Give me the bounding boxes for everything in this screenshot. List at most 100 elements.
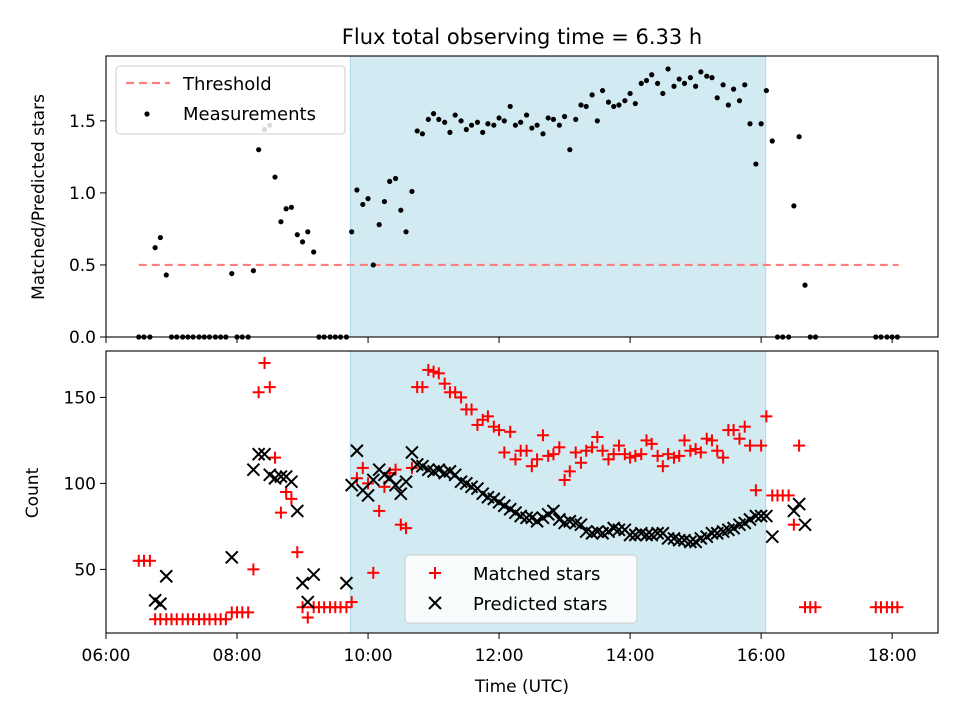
predicted-point: [344, 478, 359, 492]
matched-point: [143, 554, 156, 567]
measurement-point: [567, 147, 573, 153]
measurement-point: [616, 102, 622, 108]
matched-point: [574, 456, 587, 469]
measurement-point: [398, 207, 404, 213]
matched-point: [471, 418, 484, 431]
predicted-point: [399, 474, 413, 489]
predicted-point: [350, 444, 364, 458]
matched-point: [525, 460, 538, 473]
bottom-xtick-label: 16:00: [737, 646, 786, 666]
matched-point: [891, 601, 904, 614]
matched-point: [602, 453, 615, 466]
measurement-point: [796, 134, 802, 140]
measurement-point: [545, 115, 551, 121]
measurement-point: [474, 119, 481, 125]
matched-point: [520, 444, 533, 457]
matched-point: [356, 461, 369, 474]
measurement-point: [758, 121, 764, 127]
measurement-point: [299, 239, 306, 245]
bottom-legend: Matched stars Predicted stars: [404, 554, 638, 624]
measurement-point: [681, 80, 688, 86]
bottom-xtick-label: 08:00: [213, 646, 262, 666]
bottom-xtick-label: 14:00: [606, 646, 655, 666]
measurement-point: [649, 72, 655, 78]
measurement-point: [714, 95, 720, 101]
bottom-axis-ticks: 50 100 150 06:00 08:00 10:00 12:00 14:00 16:00 18…: [64, 388, 917, 666]
matched-point: [432, 367, 445, 380]
measurement-point: [802, 282, 808, 288]
measurement-point: [534, 122, 540, 128]
measurement-point: [753, 161, 759, 167]
matched-point: [629, 449, 642, 462]
top-legend: Threshold Measurements: [115, 65, 346, 135]
measurement-point: [392, 175, 399, 182]
measurement-point: [523, 112, 530, 118]
measurement-point: [556, 122, 562, 128]
measurements-series: [136, 66, 900, 340]
legend-matched-swatch: [429, 567, 441, 579]
top-y-axis-label: Matched/Predicted stars: [29, 94, 49, 300]
bottom-legend-box: [404, 554, 638, 624]
matched-point: [586, 441, 599, 454]
measurement-point: [442, 119, 448, 125]
predicted-point: [295, 576, 310, 590]
measurement-point: [163, 272, 169, 278]
matched-point: [362, 477, 375, 490]
measurement-point: [698, 69, 704, 75]
matched-point: [553, 441, 566, 454]
matched-point: [405, 461, 418, 474]
bottom-xtick-label: 10:00: [344, 646, 393, 666]
matched-point: [733, 432, 746, 445]
measurement-point: [605, 99, 612, 105]
measurement-point: [655, 80, 661, 86]
legend-matched-label: Matched stars: [473, 564, 600, 585]
matched-point: [301, 611, 314, 624]
matched-point: [481, 410, 494, 423]
measurement-point: [599, 87, 606, 94]
legend-predicted-swatch: [428, 596, 442, 610]
measurement-point: [436, 116, 442, 123]
measurement-point: [157, 234, 163, 241]
matched-point: [563, 465, 576, 478]
legend-measurements-swatch: [144, 111, 150, 117]
measurement-point: [709, 75, 715, 81]
measurement-point: [419, 131, 426, 137]
matched-point: [252, 386, 265, 399]
x-axis-label: Time (UTC): [474, 677, 569, 697]
predicted-point: [306, 567, 321, 582]
measurement-point: [288, 204, 294, 210]
matched-point: [717, 451, 730, 464]
legend-predicted-label: Predicted stars: [473, 594, 607, 615]
measurement-point: [742, 82, 748, 88]
matched-point: [591, 430, 604, 443]
measurement-point: [627, 90, 633, 97]
bottom-xtick-label: 06:00: [82, 646, 131, 666]
measurement-point: [250, 268, 257, 274]
matched-point: [705, 434, 718, 447]
measurement-point: [632, 100, 638, 107]
measurement-point: [283, 206, 289, 212]
measurement-point: [360, 201, 366, 208]
measurement-point: [349, 229, 355, 235]
measurement-point: [447, 129, 453, 135]
measurement-point: [376, 222, 382, 228]
measurement-point: [512, 122, 519, 128]
measurement-point: [550, 116, 557, 123]
matched-point: [755, 439, 768, 452]
predicted-point: [290, 504, 305, 518]
matched-point: [504, 425, 517, 438]
top-axes-frame: [105, 55, 939, 338]
matched-point: [449, 386, 462, 399]
matched-point: [596, 444, 609, 457]
predicted-point: [159, 569, 173, 583]
measurement-point: [463, 126, 469, 133]
measurement-point: [622, 98, 628, 104]
chart-title: Flux total observing time = 6.33 h: [342, 25, 702, 49]
predicted-point: [388, 478, 403, 492]
matched-point: [793, 439, 806, 452]
predicted-point: [672, 533, 686, 547]
measurement-point: [305, 229, 311, 235]
top-ytick-label: 1.5: [69, 112, 96, 132]
measurement-point: [791, 203, 797, 209]
bottom-xtick-label: 12:00: [475, 646, 524, 666]
